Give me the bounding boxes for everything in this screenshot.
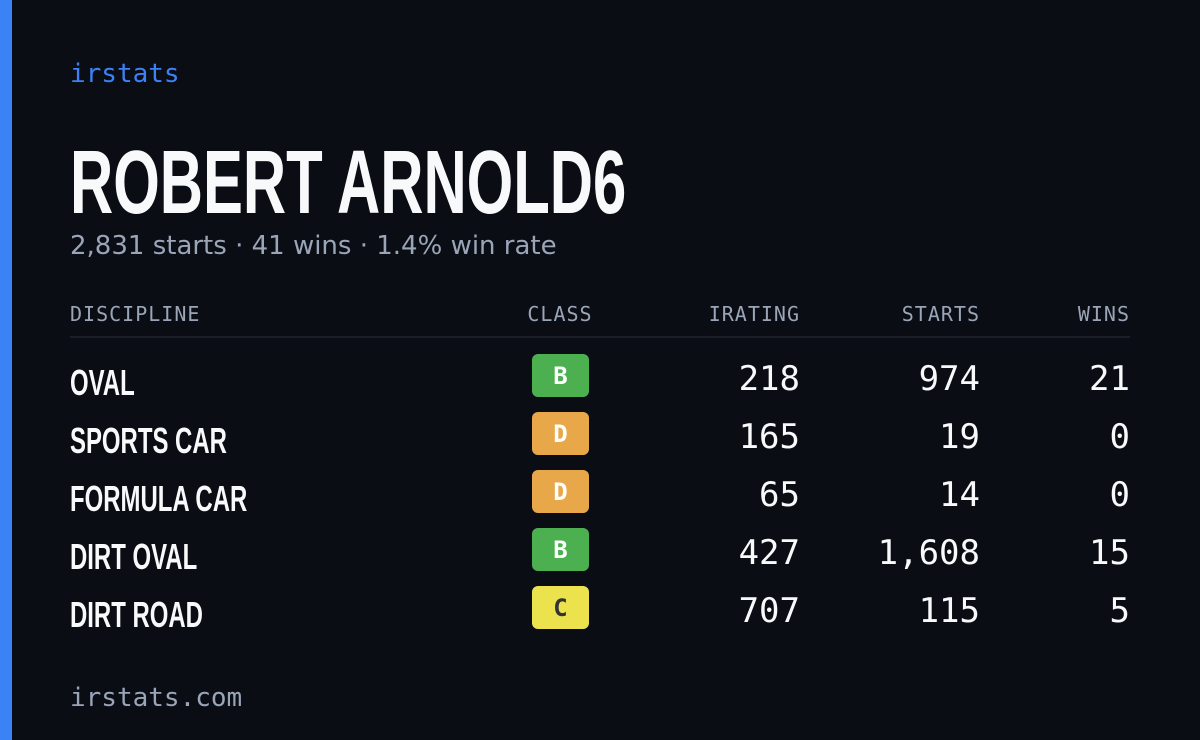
discipline: OVAL <box>70 363 135 403</box>
class-letter: D <box>553 420 567 448</box>
brand: irstats <box>70 59 180 89</box>
footer: irstats.com <box>70 683 242 713</box>
class-letter: C <box>553 594 567 622</box>
irating: 427 <box>739 533 800 573</box>
wins: 0 <box>1110 475 1130 515</box>
class-badge <box>532 470 589 513</box>
class-badge <box>532 528 589 571</box>
wins: 0 <box>1110 417 1130 457</box>
column-header: DISCIPLINE <box>70 302 200 326</box>
class-letter: B <box>553 362 567 390</box>
class-badge <box>532 586 589 629</box>
stats-table: DISCIPLINE CLASS IRATING STARTS WINS OVAL B 218… <box>70 302 1130 635</box>
irating: 218 <box>739 359 800 399</box>
wins: 15 <box>1089 533 1130 573</box>
irating: 707 <box>739 591 800 631</box>
column-header: WINS <box>1078 302 1130 326</box>
irating: 165 <box>739 417 800 457</box>
wins: 5 <box>1110 591 1130 631</box>
irating: 65 <box>759 475 800 515</box>
class-letter: D <box>553 478 567 506</box>
starts: 115 <box>919 591 980 631</box>
starts: 19 <box>939 417 980 457</box>
starts: 14 <box>939 475 980 515</box>
discipline: SPORTS CAR <box>70 421 227 461</box>
column-header: STARTS <box>902 302 980 326</box>
discipline: DIRT OVAL <box>70 537 197 577</box>
accent-bar <box>0 0 12 740</box>
driver-name: ROBERT ARNOLD6 <box>70 133 626 233</box>
class-badge <box>532 354 589 397</box>
driver-summary: 2,831 starts · 41 wins · 1.4% win rate <box>70 231 557 261</box>
discipline: FORMULA CAR <box>70 479 247 519</box>
wins: 21 <box>1089 359 1130 399</box>
class-letter: B <box>553 536 567 564</box>
column-header: IRATING <box>709 302 800 326</box>
discipline: DIRT ROAD <box>70 595 203 635</box>
starts: 974 <box>919 359 980 399</box>
class-badge <box>532 412 589 455</box>
starts: 1,608 <box>878 533 980 573</box>
column-header: CLASS <box>527 302 592 326</box>
